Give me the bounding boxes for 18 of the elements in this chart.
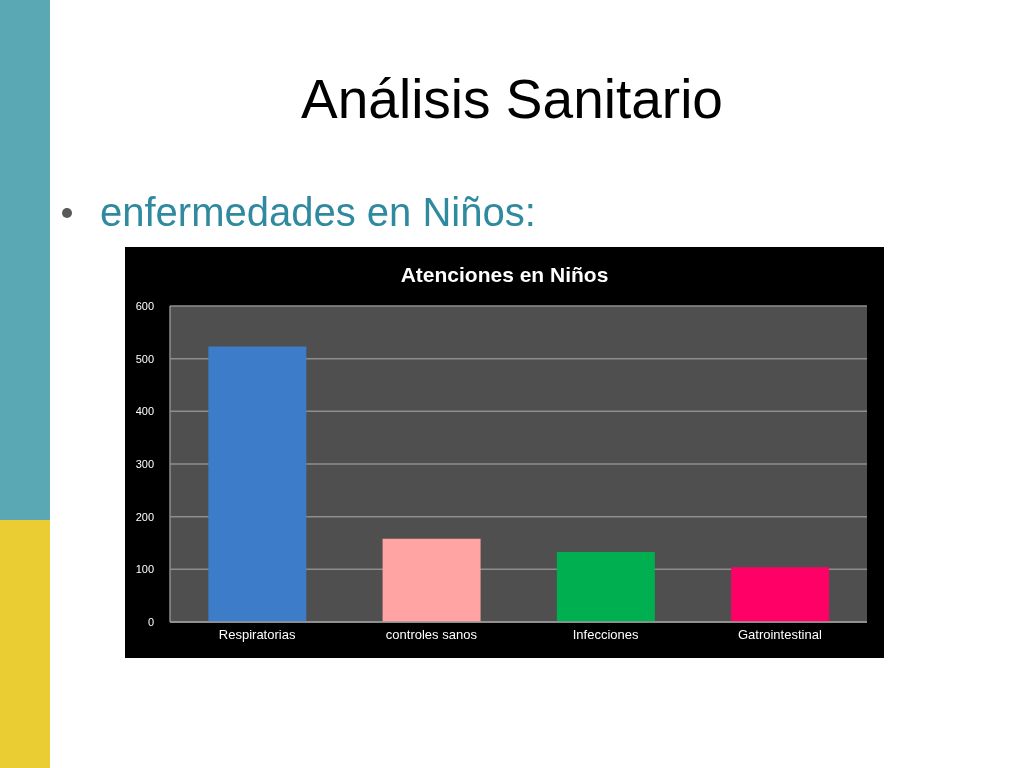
bar [208,346,307,622]
x-tick-label: controles sanos [385,627,478,643]
x-tick-label: Infecciones [572,627,639,643]
bar [731,567,830,622]
y-tick-label: 0 [147,615,154,628]
y-tick-label: 300 [135,457,154,470]
y-tick-label: 100 [135,563,154,576]
bar [382,538,481,622]
text: Análisis Sanitario [301,68,723,130]
x-tick-label: Respiratorias [218,627,296,643]
y-tick-label: 500 [135,352,154,365]
x-tick-label: Gatrointestinal [737,627,822,643]
y-tick-label: 600 [135,299,154,312]
y-tick-label: 200 [135,510,154,523]
bar [556,551,655,622]
chart-title: Atenciones en Niños [400,263,609,286]
y-tick-label: 400 [135,405,154,418]
text: enfermedades en Niños: [100,190,536,234]
